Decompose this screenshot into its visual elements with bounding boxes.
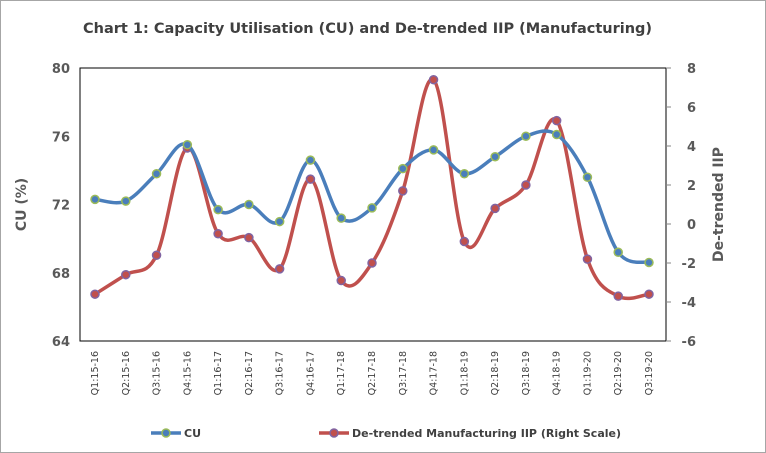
cu-data-point <box>213 204 223 215</box>
iip-data-point <box>551 115 562 126</box>
x-tick-label: Q4:16-17 <box>305 351 316 395</box>
x-tick-label: Q4:18-19 <box>552 351 563 395</box>
iip-data-point <box>213 229 223 239</box>
y2-tick-label: 0 <box>687 218 696 233</box>
x-tick-label: Q1:18-19 <box>459 351 470 395</box>
y2-tick-label: 8 <box>687 62 696 77</box>
x-tick-label: Q3:19-20 <box>644 351 655 395</box>
cu-data-point <box>90 194 100 205</box>
y2-axis-label: De-trended IIP <box>711 147 727 262</box>
iip-data-point <box>244 232 254 243</box>
cu-data-point <box>490 151 500 162</box>
x-tick-label: Q3:16-17 <box>275 351 286 395</box>
y-tick-label: 72 <box>52 199 70 214</box>
cu-data-point <box>644 257 654 268</box>
plot-area <box>79 67 667 342</box>
iip-data-point <box>305 174 316 184</box>
cu-data-point <box>336 213 346 223</box>
y-tick-label: 68 <box>52 267 70 282</box>
iip-data-point <box>490 203 500 214</box>
x-tick-label: Q3:18-19 <box>521 351 532 395</box>
x-tick-label: Q2:18-19 <box>490 351 501 395</box>
cu-data-point <box>367 203 377 213</box>
x-tick-label: Q2:19-20 <box>613 351 624 395</box>
iip-data-point <box>336 275 346 286</box>
chart-title: Chart 1: Capacity Utilisation (CU) and D… <box>83 21 653 37</box>
cu-data-point <box>459 169 470 179</box>
legend-iip-marker <box>329 428 339 438</box>
x-tick-label: Q4:17-18 <box>429 351 440 395</box>
x-tick-label: Q2:16-17 <box>244 351 255 395</box>
y2-tick-label: 6 <box>687 101 696 116</box>
x-tick-label: Q1:17-18 <box>336 351 347 395</box>
cu-data-point <box>613 247 623 258</box>
cu-data-point <box>274 216 285 227</box>
cu-data-point <box>151 169 162 179</box>
iip-data-point <box>274 264 285 274</box>
x-tick-label: Q1:19-20 <box>582 351 593 395</box>
x-tick-label: Q3:17-18 <box>398 351 409 395</box>
cu-data-point <box>121 196 131 206</box>
cu-data-point <box>428 145 439 155</box>
legend-cu-marker <box>161 428 171 438</box>
x-tick-label: Q2:15-16 <box>121 351 132 395</box>
iip-data-point <box>644 289 654 299</box>
legend-cu-label: CU <box>184 427 201 440</box>
y-axis-label: CU (%) <box>14 178 30 231</box>
y2-tick-label: -4 <box>682 296 696 311</box>
x-tick-label: Q3:15-16 <box>152 351 163 395</box>
x-tick-label: Q1:16-17 <box>213 351 224 395</box>
y2-tick-label: -6 <box>682 335 696 350</box>
iip-data-point <box>428 74 439 85</box>
y2-tick-label: -2 <box>682 257 696 272</box>
x-tick-label: Q2:17-18 <box>367 351 378 395</box>
iip-data-point <box>459 236 470 247</box>
iip-data-point <box>582 254 593 264</box>
cu-data-point <box>244 199 254 210</box>
y-tick-label: 64 <box>52 335 70 350</box>
iip-data-point <box>367 258 377 268</box>
iip-data-point <box>121 269 131 280</box>
cu-data-point <box>551 129 562 140</box>
iip-data-point <box>521 180 531 190</box>
cu-data-point <box>582 172 593 182</box>
y-tick-label: 80 <box>52 62 70 77</box>
iip-data-point <box>151 250 162 260</box>
legend-iip-label: De-trended Manufacturing IIP (Right Scal… <box>352 427 621 440</box>
iip-data-point <box>398 186 408 196</box>
iip-data-point <box>90 289 100 299</box>
x-tick-label: Q4:15-16 <box>182 351 193 395</box>
cu-data-point <box>305 155 316 165</box>
y2-tick-label: 4 <box>687 140 696 155</box>
iip-data-point <box>613 291 623 301</box>
x-tick-label: Q1:15-16 <box>90 351 101 395</box>
y-tick-label: 76 <box>52 130 70 145</box>
cu-data-point <box>182 140 193 150</box>
cu-data-point <box>398 163 408 174</box>
y2-tick-label: 2 <box>687 179 696 194</box>
cu-data-point <box>521 131 531 141</box>
